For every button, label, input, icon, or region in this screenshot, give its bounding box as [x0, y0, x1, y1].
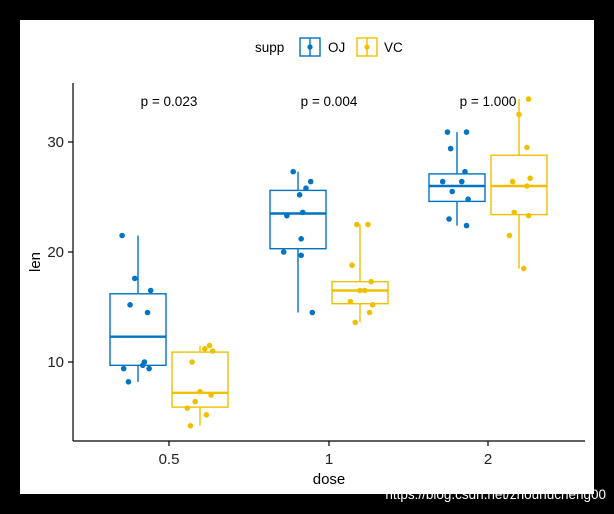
point-oj-1-8	[309, 309, 316, 316]
point-vc-1-5	[361, 287, 368, 294]
box-vc-2	[490, 99, 548, 269]
legend-label-oj: OJ	[328, 40, 345, 55]
point-vc-0.5-9	[187, 423, 194, 429]
point-oj-1-9	[296, 192, 303, 198]
point-vc-2-5	[524, 183, 530, 189]
point-vc-0.5-4	[197, 388, 203, 395]
box-body	[428, 173, 486, 203]
point-oj-2-9	[463, 222, 470, 229]
point-vc-1-3	[368, 278, 374, 285]
p-value-label-2: p = 1.000	[460, 94, 517, 109]
legend-label-vc: VC	[384, 40, 403, 55]
watermark-text: https://blog.csdn.net/zhouhucheng00	[385, 487, 606, 502]
point-oj-1-0	[290, 168, 297, 175]
point-oj-2-8	[446, 216, 452, 222]
point-oj-2-4	[439, 178, 446, 185]
point-vc-0.5-8	[203, 412, 210, 418]
box-body	[269, 189, 327, 250]
point-oj-2-6	[449, 188, 456, 195]
x-tick-label-1: 1	[325, 451, 333, 468]
point-vc-1-2	[349, 262, 355, 269]
point-vc-1-7	[369, 302, 376, 308]
point-oj-2-5	[458, 178, 465, 185]
point-oj-1-7	[298, 252, 304, 259]
point-oj-2-1	[463, 129, 470, 135]
box-oj-0.5	[109, 235, 167, 382]
legend-title: supp	[255, 40, 284, 55]
y-axis-title: len	[27, 252, 44, 272]
point-vc-1-9	[352, 319, 359, 326]
point-vc-0.5-5	[208, 392, 214, 398]
point-vc-2-1	[516, 111, 522, 118]
point-vc-0.5-7	[184, 405, 191, 412]
axes-ticks: 10 20 30 0.5 1 2	[47, 134, 492, 468]
point-oj-0.5-8	[120, 365, 127, 372]
point-oj-0.5-9	[125, 379, 132, 385]
y-tick-label-30: 30	[47, 134, 64, 151]
point-vc-2-0	[525, 96, 532, 102]
point-vc-1-0	[354, 221, 360, 228]
point-vc-1-1	[365, 221, 371, 228]
y-tick-label-20: 20	[47, 244, 64, 261]
x-axis-title: dose	[313, 471, 346, 488]
point-oj-1-3	[299, 209, 306, 216]
point-oj-0.5-2	[147, 287, 154, 294]
x-tick-label-0.5: 0.5	[159, 451, 180, 468]
point-vc-0.5-0	[206, 342, 213, 349]
point-oj-1-1	[307, 178, 314, 185]
plot-background	[20, 20, 594, 494]
point-oj-1-2	[303, 185, 309, 191]
point-oj-0.5-3	[127, 302, 133, 308]
point-oj-0.5-1	[132, 275, 138, 282]
point-vc-0.5-1	[201, 346, 208, 352]
point-oj-0.5-6	[139, 362, 146, 369]
legend-key-vc	[356, 37, 378, 57]
point-vc-2-4	[509, 178, 516, 185]
legend-key-oj	[299, 37, 321, 57]
point-vc-2-6	[511, 209, 518, 216]
box-body	[171, 351, 229, 408]
box-oj-2	[428, 132, 486, 226]
point-oj-0.5-0	[119, 232, 125, 239]
p-value-label-1: p = 0.004	[301, 94, 358, 109]
point-oj-1-6	[280, 249, 287, 255]
point-vc-2-7	[525, 212, 532, 219]
box-body	[109, 293, 167, 366]
box-oj-1	[269, 171, 327, 313]
p-value-label-0.5: p = 0.023	[141, 94, 198, 109]
point-oj-1-5	[298, 236, 304, 242]
point-vc-2-8	[506, 232, 513, 239]
point-oj-2-3	[462, 168, 468, 175]
point-oj-0.5-4	[144, 309, 151, 316]
point-vc-2-2	[524, 144, 530, 151]
legend: supp OJ VC	[255, 37, 403, 57]
point-vc-2-9	[520, 265, 527, 272]
point-vc-1-4	[357, 287, 363, 294]
point-oj-2-2	[447, 145, 454, 152]
point-oj-2-0	[444, 129, 451, 135]
point-oj-0.5-7	[146, 365, 152, 372]
point-vc-0.5-3	[189, 359, 195, 365]
point-vc-0.5-6	[192, 398, 199, 405]
point-vc-2-3	[527, 175, 533, 182]
point-vc-1-6	[347, 298, 354, 305]
y-tick-label-10: 10	[47, 354, 64, 371]
point-oj-1-4	[284, 212, 290, 219]
point-oj-2-7	[465, 196, 471, 202]
point-vc-0.5-2	[209, 348, 216, 354]
plot-area: p = 0.023 p = 0.004 p = 1.000	[109, 94, 548, 429]
point-vc-1-8	[366, 309, 373, 316]
x-tick-label-2: 2	[484, 451, 492, 468]
